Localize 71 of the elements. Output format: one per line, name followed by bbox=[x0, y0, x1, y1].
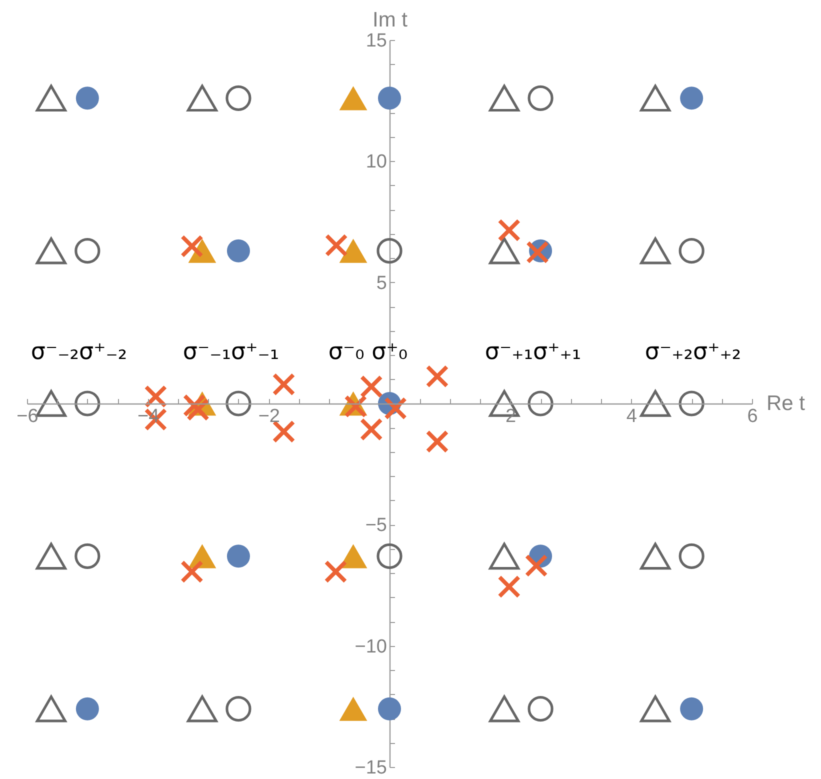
point bbox=[378, 86, 402, 110]
point bbox=[678, 238, 704, 264]
point bbox=[680, 697, 704, 720]
point bbox=[36, 237, 66, 264]
point bbox=[74, 543, 100, 569]
annotation: σ⁻₋₁σ⁺₋₁ bbox=[182, 339, 280, 365]
point bbox=[528, 85, 554, 111]
point bbox=[339, 86, 368, 110]
point bbox=[640, 695, 671, 722]
point bbox=[226, 390, 252, 416]
point bbox=[640, 237, 671, 264]
point bbox=[376, 238, 402, 264]
point bbox=[426, 364, 449, 388]
point bbox=[74, 390, 100, 416]
annotation: σ⁻₊₂σ⁺₊₂ bbox=[644, 339, 742, 365]
point bbox=[678, 390, 704, 416]
point bbox=[186, 84, 218, 112]
y-tick-label: −10 bbox=[354, 636, 387, 658]
point bbox=[489, 542, 520, 570]
point bbox=[339, 238, 368, 263]
point bbox=[74, 238, 100, 264]
point bbox=[360, 418, 383, 441]
point bbox=[186, 695, 218, 722]
y-tick-label: 10 bbox=[366, 152, 387, 173]
point bbox=[180, 560, 204, 584]
point bbox=[226, 696, 252, 722]
annotation: σ⁻₀ σ⁺₀ bbox=[328, 339, 408, 365]
point bbox=[384, 396, 408, 420]
point bbox=[680, 86, 704, 110]
point bbox=[640, 542, 671, 570]
point bbox=[226, 544, 250, 568]
x-tick-label: 6 bbox=[747, 406, 758, 427]
point bbox=[226, 239, 250, 262]
point bbox=[489, 237, 520, 264]
point bbox=[272, 372, 296, 396]
point bbox=[498, 218, 521, 242]
point bbox=[524, 554, 548, 578]
point bbox=[339, 696, 368, 721]
y-tick-label: 15 bbox=[366, 30, 387, 52]
point bbox=[640, 390, 671, 417]
point bbox=[36, 542, 66, 570]
point bbox=[640, 84, 671, 112]
point bbox=[678, 543, 704, 569]
point bbox=[360, 375, 383, 398]
point bbox=[528, 696, 554, 722]
point bbox=[378, 697, 402, 720]
point bbox=[76, 86, 99, 110]
y-tick-label: −15 bbox=[354, 758, 387, 778]
x-axis-title: Re t bbox=[766, 392, 806, 415]
point bbox=[324, 234, 348, 257]
y-tick-label: 5 bbox=[376, 272, 387, 294]
point bbox=[36, 695, 66, 722]
annotation: σ⁻₊₁σ⁺₊₁ bbox=[484, 339, 582, 365]
annotation: σ⁻₋₂σ⁺₋₂ bbox=[30, 339, 128, 365]
point bbox=[489, 695, 520, 722]
point bbox=[498, 575, 521, 598]
y-tick-label: −5 bbox=[365, 515, 387, 536]
x-tick-label: 4 bbox=[626, 406, 638, 427]
y-axis-title: Im t bbox=[372, 8, 408, 32]
point bbox=[272, 420, 296, 444]
point bbox=[528, 390, 554, 416]
point bbox=[36, 390, 66, 417]
x-tick-label: −6 bbox=[16, 406, 38, 427]
x-tick-label: −2 bbox=[258, 406, 280, 427]
point bbox=[376, 543, 402, 569]
point bbox=[226, 85, 252, 111]
point bbox=[426, 430, 449, 454]
point bbox=[324, 560, 348, 584]
point bbox=[36, 84, 66, 112]
point bbox=[76, 697, 99, 720]
point bbox=[489, 84, 520, 112]
